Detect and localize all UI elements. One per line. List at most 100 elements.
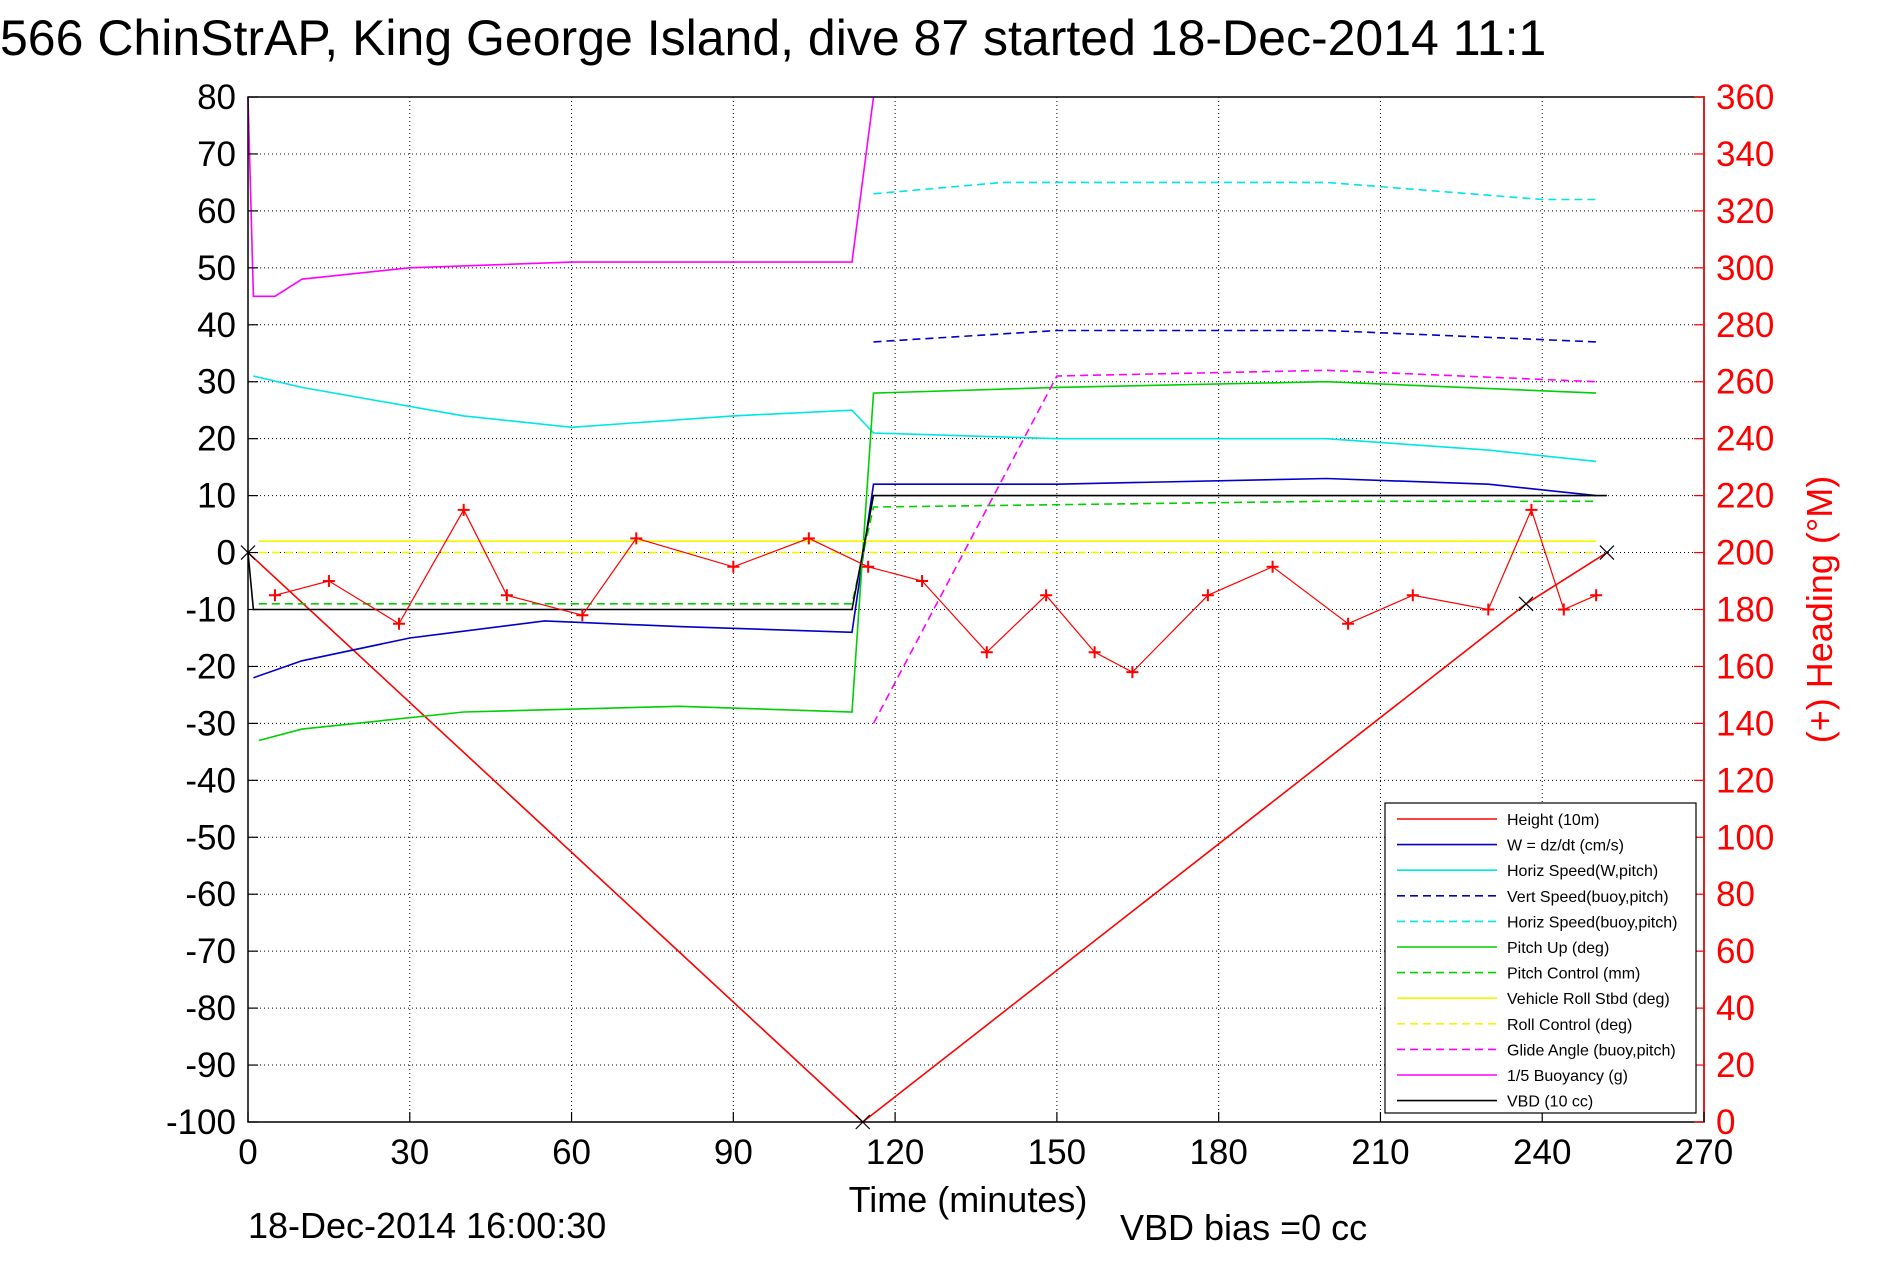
heading-marker <box>1482 603 1495 616</box>
legend-label-vehicle-roll-stbd-deg: Vehicle Roll Stbd (deg) <box>1507 991 1670 1008</box>
y-tick-label: -40 <box>185 761 236 800</box>
y-tick-label: 20 <box>197 420 236 459</box>
series-line-vbd-10-cc <box>247 494 1607 611</box>
series-line-vert-speed-buoy-pitch <box>873 329 1597 343</box>
legend-label-horiz-speed-w-pitch: Horiz Speed(W,pitch) <box>1507 863 1658 880</box>
legend-label-w-dz-dt-cm-s: W = dz/dt (cm/s) <box>1507 838 1624 855</box>
y-right-tick-label: 100 <box>1716 818 1774 857</box>
x-tick-label: 60 <box>552 1133 591 1172</box>
y-tick-label: 40 <box>197 306 236 345</box>
y-tick-label: 0 <box>217 534 236 573</box>
y-right-tick-label: 180 <box>1716 591 1774 630</box>
heading-marker <box>802 532 815 545</box>
y-right-axis-label: (+) Heading (°M) <box>1799 476 1840 743</box>
footer-timestamp: 18-Dec-2014 16:00:30 <box>248 1205 606 1246</box>
axis-ticks: 80706050403020100-10-20-30-40-50-60-70-8… <box>166 78 1774 1172</box>
y-tick-label: -60 <box>185 875 236 914</box>
x-tick-label: 270 <box>1675 1133 1733 1172</box>
heading-markers <box>268 503 1603 679</box>
x-tick-label: 240 <box>1513 1133 1571 1172</box>
legend-label-vert-speed-buoy-pitch: Vert Speed(buoy,pitch) <box>1507 889 1669 906</box>
y-tick-label: -10 <box>185 591 236 630</box>
y-tick-label: -80 <box>185 989 236 1028</box>
y-right-tick-label: 60 <box>1716 932 1755 971</box>
y-tick-label: 60 <box>197 192 236 231</box>
heading-marker <box>1201 589 1214 602</box>
heading-marker <box>268 589 281 602</box>
heading-marker <box>322 575 335 588</box>
y-tick-label: -50 <box>185 818 236 857</box>
y-tick-label: -30 <box>185 704 236 743</box>
y-right-tick-label: 40 <box>1716 989 1755 1028</box>
y-tick-label: 50 <box>197 249 236 288</box>
x-tick-label: 90 <box>714 1133 753 1172</box>
y-tick-label: 10 <box>197 477 236 516</box>
y-tick-label: -100 <box>166 1103 236 1142</box>
x-axis-label: Time (minutes) <box>849 1179 1088 1220</box>
y-tick-label: 70 <box>197 135 236 174</box>
y-right-tick-label: 300 <box>1716 249 1774 288</box>
heading-marker <box>630 532 643 545</box>
y-right-tick-label: 120 <box>1716 761 1774 800</box>
series-line-pitch-control-mm <box>258 500 1597 605</box>
heading-marker <box>500 589 513 602</box>
heading-marker <box>727 560 740 573</box>
x-tick-label: 210 <box>1351 1133 1409 1172</box>
legend-box <box>1384 802 1697 1114</box>
series-line-w-dz-dt-cm-s <box>253 477 1597 679</box>
heading-marker <box>1266 560 1279 573</box>
y-right-tick-label: 20 <box>1716 1046 1755 1085</box>
legend-label-height-10m: Height (10m) <box>1507 812 1599 829</box>
legend-label-pitch-up-deg: Pitch Up (deg) <box>1507 940 1609 957</box>
y-right-tick-label: 140 <box>1716 704 1774 743</box>
legend-label-glide-angle-buoy-pitch: Glide Angle (buoy,pitch) <box>1507 1042 1676 1059</box>
heading-marker <box>862 560 875 573</box>
y-right-tick-label: 220 <box>1716 477 1774 516</box>
heading-marker <box>1406 589 1419 602</box>
heading-marker <box>980 646 993 659</box>
legend-label-horiz-speed-buoy-pitch: Horiz Speed(buoy,pitch) <box>1507 914 1677 931</box>
y-tick-label: -90 <box>185 1046 236 1085</box>
heading-marker <box>1088 646 1101 659</box>
legend-label-vbd-10-cc: VBD (10 cc) <box>1507 1094 1593 1111</box>
y-right-tick-label: 360 <box>1716 78 1774 117</box>
heading-marker <box>1525 503 1538 516</box>
series-line-horiz-speed-buoy-pitch <box>873 181 1597 201</box>
legend: Height (10m) W = dz/dt (cm/s) Horiz Speed(… <box>1384 802 1697 1114</box>
heading-marker <box>1040 589 1053 602</box>
chart-title: 566 ChinStrAP, King George Island, dive … <box>0 10 1546 66</box>
x-tick-label: 0 <box>238 1133 257 1172</box>
legend-label-1-5-buoyancy-g: 1/5 Buoyancy (g) <box>1507 1068 1628 1085</box>
x-tick-label: 30 <box>390 1133 429 1172</box>
heading-marker <box>576 609 589 622</box>
y-tick-label: -70 <box>185 932 236 971</box>
x-tick-label: 180 <box>1189 1133 1247 1172</box>
heading-line <box>274 508 1597 673</box>
series-line-height-10m <box>247 551 1608 1124</box>
y-right-tick-label: 0 <box>1716 1103 1735 1142</box>
y-tick-label: -20 <box>185 647 236 686</box>
y-tick-label: 80 <box>197 78 236 117</box>
footer-vbd-bias: VBD bias =0 cc <box>1120 1207 1367 1248</box>
y-right-tick-label: 280 <box>1716 306 1774 345</box>
x-tick-label: 150 <box>1028 1133 1086 1172</box>
heading-marker <box>1557 603 1570 616</box>
heading-marker <box>1342 617 1355 630</box>
y-right-tick-label: 160 <box>1716 647 1774 686</box>
y-right-tick-label: 340 <box>1716 135 1774 174</box>
heading-marker <box>1126 666 1139 679</box>
x-tick-label: 120 <box>866 1133 924 1172</box>
series-line-1-5-buoyancy-g <box>247 96 875 298</box>
legend-label-roll-control-deg: Roll Control (deg) <box>1507 1017 1632 1034</box>
legend-label-pitch-control-mm: Pitch Control (mm) <box>1507 966 1640 983</box>
heading-marker <box>916 575 929 588</box>
heading-marker <box>1590 589 1603 602</box>
height-sample-marker <box>1599 545 1615 560</box>
heading-marker <box>392 617 405 630</box>
y-tick-label: 30 <box>197 363 236 402</box>
y-right-tick-label: 320 <box>1716 192 1774 231</box>
y-right-tick-label: 240 <box>1716 420 1774 459</box>
height-sample-marker <box>1518 596 1534 612</box>
series-line-pitch-up-deg <box>258 380 1597 742</box>
